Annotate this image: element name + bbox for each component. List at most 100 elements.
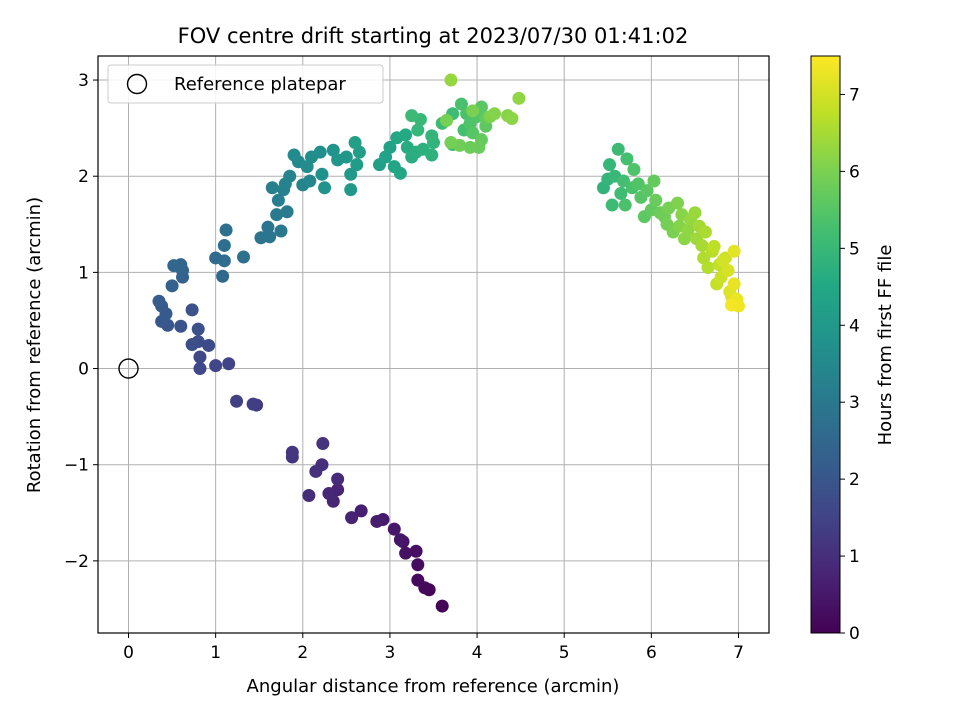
data-point	[387, 522, 401, 536]
data-points	[152, 73, 745, 613]
data-point	[488, 107, 501, 121]
data-point	[348, 136, 362, 150]
data-point	[505, 112, 519, 126]
data-point	[512, 91, 526, 105]
colorbar-tick-label: 7	[849, 85, 860, 105]
data-point	[271, 193, 285, 207]
data-point	[316, 437, 330, 451]
x-tick-label: 0	[123, 643, 134, 663]
colorbar	[810, 55, 841, 634]
data-point	[165, 279, 179, 293]
y-tick-label: 2	[78, 167, 89, 187]
data-point	[618, 198, 632, 212]
data-point	[209, 359, 223, 373]
data-point	[274, 224, 288, 238]
data-point	[222, 357, 236, 371]
data-point	[725, 298, 739, 312]
data-point	[647, 174, 661, 188]
data-point	[174, 319, 188, 333]
data-point	[174, 258, 188, 272]
data-point	[283, 169, 297, 183]
data-point	[193, 362, 207, 376]
y-tick-label: 0	[78, 360, 89, 380]
colorbar-tick-label: 1	[849, 547, 860, 567]
colorbar-tick-label: 4	[849, 316, 860, 336]
data-point	[302, 488, 316, 502]
data-point	[701, 261, 715, 275]
x-tick-label: 6	[646, 643, 657, 663]
data-point	[219, 223, 233, 237]
x-tick-label: 3	[385, 643, 396, 663]
data-point	[411, 123, 425, 137]
data-point	[463, 140, 477, 154]
data-point	[727, 277, 741, 291]
y-axis-label: Rotation from reference (arcmin)	[24, 197, 45, 493]
data-point	[405, 109, 419, 123]
data-point	[303, 174, 317, 188]
reference-platepar-marker	[118, 358, 139, 379]
data-point	[649, 193, 663, 207]
reference-marker	[118, 358, 139, 379]
data-point	[345, 511, 359, 525]
colorbar-tick-label: 5	[849, 239, 860, 259]
data-point	[411, 558, 425, 572]
data-point	[444, 136, 458, 150]
data-point	[614, 187, 628, 201]
colorbar-tick-label: 6	[849, 162, 860, 182]
y-tick-label: 3	[78, 71, 89, 91]
data-point	[688, 206, 702, 220]
colorbar-tick-label: 3	[849, 393, 860, 413]
y-tick-label: −2	[64, 552, 89, 572]
colorbar-label: Hours from first FF file	[875, 245, 896, 446]
grid-lines	[98, 56, 769, 633]
data-point	[605, 198, 619, 212]
data-point	[716, 254, 730, 268]
data-point	[280, 205, 294, 219]
data-point	[202, 338, 216, 352]
data-point	[727, 244, 741, 258]
data-point	[707, 239, 721, 253]
data-point	[339, 150, 353, 164]
data-point	[237, 250, 251, 264]
data-point	[695, 238, 709, 252]
data-point	[425, 129, 439, 143]
data-point	[603, 158, 617, 172]
data-point	[331, 472, 345, 486]
data-point	[309, 464, 323, 478]
data-point	[322, 487, 336, 501]
data-point	[217, 254, 231, 268]
data-point	[191, 322, 205, 336]
data-point	[185, 338, 199, 351]
chart-title: FOV centre drift starting at 2023/07/30 …	[178, 24, 689, 48]
data-point	[152, 294, 166, 308]
data-point	[383, 140, 397, 154]
data-point	[444, 73, 458, 87]
data-point	[185, 303, 199, 317]
y-tick-label: 1	[78, 263, 89, 283]
axis-ticks: 0 1 2 3 4 5 6 7 −2 −1 0 1 2 3	[64, 71, 744, 663]
data-point	[721, 263, 735, 277]
data-point	[344, 183, 358, 197]
x-tick-label: 2	[297, 643, 308, 663]
data-point	[344, 167, 358, 181]
data-point	[393, 166, 407, 180]
data-point	[611, 142, 625, 156]
data-point	[261, 220, 275, 234]
x-axis-label: Angular distance from reference (arcmin)	[247, 676, 620, 697]
data-point	[230, 394, 244, 408]
data-point	[681, 223, 695, 237]
colorbar-tick-label: 2	[849, 470, 860, 490]
data-point	[370, 514, 384, 528]
x-tick-label: 7	[733, 643, 744, 663]
data-point	[466, 104, 480, 118]
data-point	[454, 97, 468, 111]
data-point	[627, 162, 641, 176]
data-point	[640, 184, 654, 198]
data-point	[265, 181, 279, 195]
data-point	[425, 148, 439, 162]
data-point	[399, 546, 413, 560]
legend-box	[107, 64, 384, 104]
data-point	[216, 269, 230, 283]
data-point	[440, 113, 454, 127]
